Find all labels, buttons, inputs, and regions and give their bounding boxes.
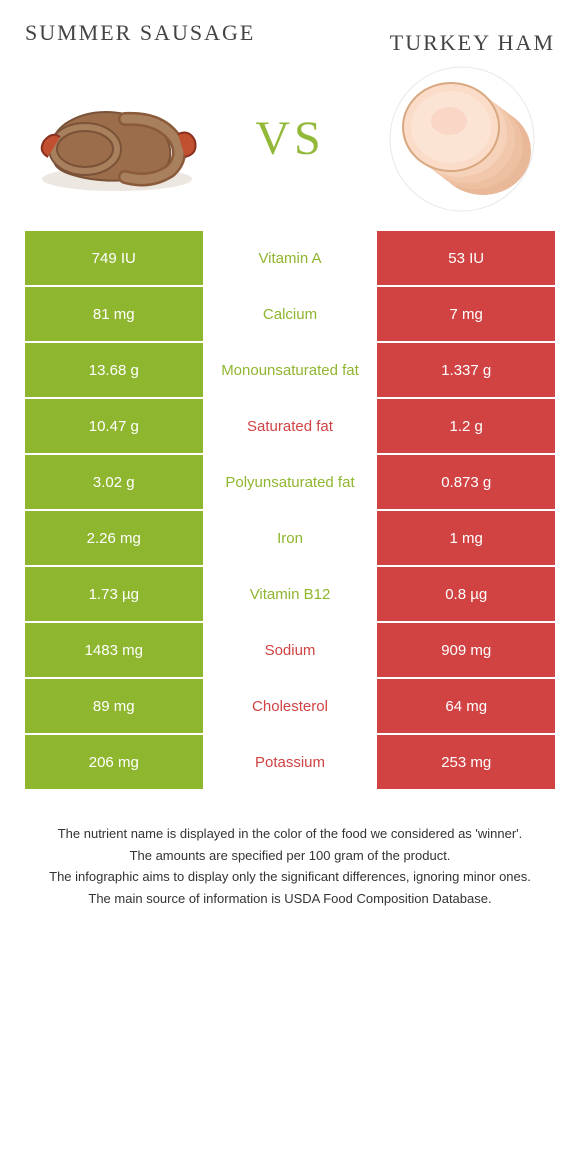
image-row: VS xyxy=(25,71,555,206)
value-right: 0.873 g xyxy=(377,455,555,509)
ham-image xyxy=(375,71,550,206)
value-right: 7 mg xyxy=(377,287,555,341)
value-right: 0.8 µg xyxy=(377,567,555,621)
footer-line: The infographic aims to display only the… xyxy=(35,867,545,887)
sausage-image xyxy=(30,71,205,206)
nutrient-row: 2.26 mgIron1 mg xyxy=(25,511,555,565)
value-left: 10.47 g xyxy=(25,399,203,453)
footer-notes: The nutrient name is displayed in the co… xyxy=(25,824,555,908)
nutrient-row: 81 mgCalcium7 mg xyxy=(25,287,555,341)
value-right: 1.2 g xyxy=(377,399,555,453)
value-left: 89 mg xyxy=(25,679,203,733)
value-left: 3.02 g xyxy=(25,455,203,509)
value-left: 1483 mg xyxy=(25,623,203,677)
value-left: 13.68 g xyxy=(25,343,203,397)
value-right: 253 mg xyxy=(377,735,555,789)
value-left: 81 mg xyxy=(25,287,203,341)
nutrient-row: 89 mgCholesterol64 mg xyxy=(25,679,555,733)
value-left: 2.26 mg xyxy=(25,511,203,565)
nutrient-name: Iron xyxy=(203,511,378,565)
nutrient-name: Vitamin A xyxy=(203,231,378,285)
value-right: 1 mg xyxy=(377,511,555,565)
nutrient-row: 10.47 gSaturated fat1.2 g xyxy=(25,399,555,453)
footer-line: The main source of information is USDA F… xyxy=(35,889,545,909)
sausage-icon xyxy=(30,79,205,199)
title-left: Summer Sausage xyxy=(25,20,264,46)
footer-line: The amounts are specified per 100 gram o… xyxy=(35,846,545,866)
nutrient-row: 749 IUVitamin A53 IU xyxy=(25,231,555,285)
value-right: 1.337 g xyxy=(377,343,555,397)
ham-icon xyxy=(375,61,550,216)
nutrient-name: Monounsaturated fat xyxy=(203,343,378,397)
value-left: 206 mg xyxy=(25,735,203,789)
nutrient-table: 749 IUVitamin A53 IU81 mgCalcium7 mg13.6… xyxy=(25,231,555,789)
nutrient-name: Cholesterol xyxy=(203,679,378,733)
vs-label: VS xyxy=(255,111,324,166)
nutrient-row: 206 mgPotassium253 mg xyxy=(25,735,555,789)
nutrient-name: Vitamin B12 xyxy=(203,567,378,621)
nutrient-name: Potassium xyxy=(203,735,378,789)
title-right: Turkey Ham xyxy=(317,20,556,56)
nutrient-name: Polyunsaturated fat xyxy=(203,455,378,509)
nutrient-name: Calcium xyxy=(203,287,378,341)
nutrient-row: 1.73 µgVitamin B120.8 µg xyxy=(25,567,555,621)
value-left: 1.73 µg xyxy=(25,567,203,621)
footer-line: The nutrient name is displayed in the co… xyxy=(35,824,545,844)
nutrient-name: Sodium xyxy=(203,623,378,677)
value-right: 909 mg xyxy=(377,623,555,677)
nutrient-row: 1483 mgSodium909 mg xyxy=(25,623,555,677)
nutrient-row: 3.02 gPolyunsaturated fat0.873 g xyxy=(25,455,555,509)
header-row: Summer Sausage Turkey Ham xyxy=(25,20,555,56)
infographic-container: Summer Sausage Turkey Ham VS xyxy=(0,0,580,930)
value-right: 53 IU xyxy=(377,231,555,285)
nutrient-row: 13.68 gMonounsaturated fat1.337 g xyxy=(25,343,555,397)
nutrient-name: Saturated fat xyxy=(203,399,378,453)
value-right: 64 mg xyxy=(377,679,555,733)
value-left: 749 IU xyxy=(25,231,203,285)
